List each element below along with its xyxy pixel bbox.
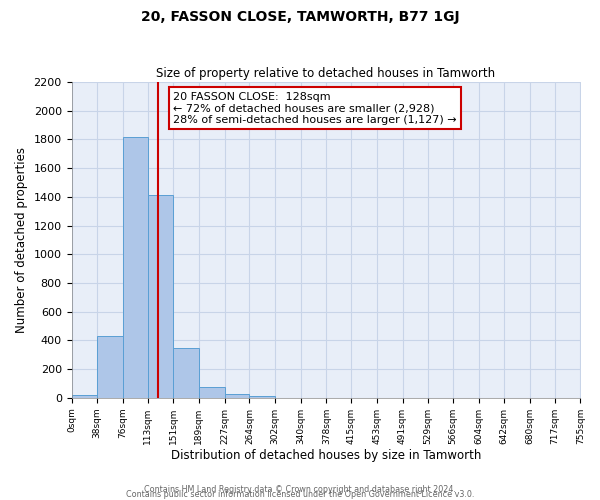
Bar <box>224 394 250 398</box>
Text: Contains public sector information licensed under the Open Government Licence v3: Contains public sector information licen… <box>126 490 474 499</box>
Bar <box>71 395 97 398</box>
Y-axis label: Number of detached properties: Number of detached properties <box>15 147 28 333</box>
Bar <box>97 336 123 398</box>
X-axis label: Distribution of detached houses by size in Tamworth: Distribution of detached houses by size … <box>171 450 481 462</box>
Bar <box>199 387 224 398</box>
Bar <box>148 196 173 398</box>
Bar <box>173 348 199 398</box>
Text: 20 FASSON CLOSE:  128sqm
← 72% of detached houses are smaller (2,928)
28% of sem: 20 FASSON CLOSE: 128sqm ← 72% of detache… <box>173 92 457 124</box>
Text: Contains HM Land Registry data © Crown copyright and database right 2024.: Contains HM Land Registry data © Crown c… <box>144 484 456 494</box>
Title: Size of property relative to detached houses in Tamworth: Size of property relative to detached ho… <box>157 66 496 80</box>
Bar <box>250 396 275 398</box>
Text: 20, FASSON CLOSE, TAMWORTH, B77 1GJ: 20, FASSON CLOSE, TAMWORTH, B77 1GJ <box>140 10 460 24</box>
Bar <box>123 136 148 398</box>
